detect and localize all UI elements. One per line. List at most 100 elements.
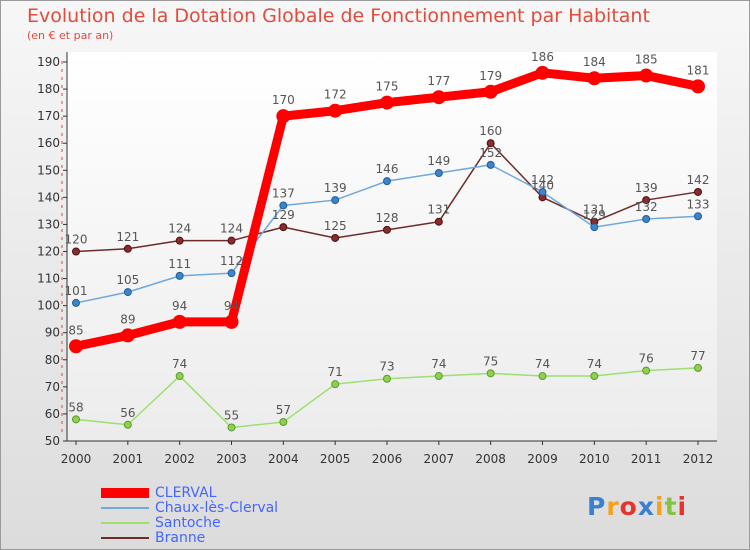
x-tick-label: 2007 — [424, 452, 455, 466]
data-point-chaux-l-s-clerval — [72, 298, 80, 307]
legend-swatch-chaux-les-clerval — [101, 506, 149, 510]
data-label-branne: 128 — [376, 211, 399, 225]
x-tick-label: 2004 — [268, 452, 299, 466]
y-tick-label: 190 — [37, 55, 60, 69]
data-label-branne: 139 — [635, 181, 658, 195]
data-point-santoche — [279, 418, 288, 427]
data-label-branne: 121 — [116, 230, 139, 244]
data-point-santoche — [642, 366, 651, 375]
x-tick-label: 2002 — [164, 452, 195, 466]
legend-swatch-clerval — [101, 488, 149, 498]
x-tick-label: 2008 — [475, 452, 506, 466]
data-label-chaux-l-s-clerval: 146 — [376, 162, 399, 176]
y-tick-label: 180 — [37, 82, 60, 96]
data-point-branne — [434, 217, 443, 226]
data-label-branne: 131 — [583, 203, 606, 217]
data-label-chaux-l-s-clerval: 105 — [116, 273, 139, 287]
data-point-clerval — [69, 339, 83, 354]
legend-item-chaux-les-clerval: Chaux-lès-Clerval — [101, 501, 361, 516]
x-tick-label: 2000 — [61, 452, 92, 466]
y-tick-label: 100 — [37, 299, 60, 313]
data-labels: 85 89 94 94 170 172 175 177 179 186 184 185 181 101 10… — [65, 50, 710, 423]
data-label-chaux-l-s-clerval: 152 — [479, 146, 502, 160]
data-point-clerval — [224, 314, 239, 329]
data-point-branne — [72, 247, 80, 256]
y-tick-label: 50 — [45, 434, 60, 448]
data-point-chaux-l-s-clerval — [434, 168, 443, 177]
data-label-santoche: 74 — [587, 357, 602, 371]
logo-letter: i — [677, 492, 688, 521]
data-label-chaux-l-s-clerval: 111 — [168, 257, 191, 271]
x-tick-label: 2006 — [372, 452, 403, 466]
x-tick-label: 2011 — [631, 452, 662, 466]
y-tick-label: 150 — [37, 163, 60, 177]
data-label-santoche: 74 — [431, 357, 446, 371]
data-label-branne: 140 — [531, 178, 554, 192]
y-tick-label: 120 — [37, 245, 60, 259]
data-point-santoche — [590, 372, 599, 381]
y-tick-label: 130 — [37, 217, 60, 231]
data-point-branne — [123, 244, 132, 253]
data-label-santoche: 77 — [690, 349, 705, 363]
data-point-chaux-l-s-clerval — [642, 215, 651, 224]
data-point-clerval — [380, 95, 394, 110]
data-label-branne: 131 — [427, 203, 450, 217]
data-point-branne — [486, 139, 495, 148]
data-point-santoche — [538, 372, 547, 381]
data-label-clerval: 85 — [68, 323, 83, 337]
logo-letter: t — [664, 492, 678, 521]
data-point-branne — [227, 236, 236, 245]
data-label-chaux-l-s-clerval: 142 — [531, 173, 554, 187]
data-label-chaux-l-s-clerval: 149 — [427, 154, 450, 168]
data-point-chaux-l-s-clerval — [694, 212, 702, 221]
x-tick-label: 2005 — [320, 452, 351, 466]
data-label-branne: 120 — [65, 233, 88, 247]
data-point-clerval — [276, 109, 291, 124]
data-label-branne: 160 — [479, 124, 502, 138]
data-label-chaux-l-s-clerval: 139 — [324, 181, 347, 195]
data-point-chaux-l-s-clerval — [227, 269, 236, 278]
data-point-chaux-l-s-clerval — [538, 187, 547, 196]
x-tick-label: 2010 — [579, 452, 610, 466]
data-label-clerval: 185 — [635, 53, 658, 67]
x-tick-label: 2009 — [527, 452, 558, 466]
data-label-santoche: 55 — [224, 408, 239, 422]
chart-subtitle: (en € et par an) — [27, 29, 114, 42]
data-label-santoche: 75 — [483, 354, 498, 368]
x-tick-label: 2001 — [113, 452, 144, 466]
data-point-chaux-l-s-clerval — [279, 201, 288, 210]
data-label-branne: 124 — [220, 222, 243, 236]
logo-letter: r — [606, 492, 620, 521]
data-point-clerval — [172, 314, 187, 329]
data-label-santoche: 58 — [68, 400, 83, 414]
data-point-clerval — [328, 103, 343, 118]
data-point-chaux-l-s-clerval — [486, 160, 495, 169]
x-tick-label: 2003 — [216, 452, 247, 466]
data-label-branne: 129 — [272, 208, 295, 222]
legend: CLERVAL Chaux-lès-Clerval Santoche Brann… — [101, 486, 361, 546]
data-point-santoche — [72, 415, 80, 424]
data-label-chaux-l-s-clerval: 133 — [687, 197, 710, 211]
y-tick-label: 160 — [37, 136, 60, 150]
data-label-clerval: 94 — [172, 299, 187, 313]
data-point-clerval — [639, 68, 654, 83]
data-point-santoche — [486, 369, 495, 378]
data-point-chaux-l-s-clerval — [175, 271, 184, 280]
data-point-santoche — [175, 372, 184, 381]
data-label-santoche: 74 — [535, 357, 550, 371]
legend-item-branne: Branne — [101, 531, 361, 546]
series-layer — [69, 65, 705, 432]
logo-letter: x — [637, 492, 655, 521]
data-point-chaux-l-s-clerval — [123, 288, 132, 297]
logo-letter: i — [655, 492, 665, 521]
data-point-branne — [279, 223, 288, 232]
legend-swatch-branne — [101, 536, 149, 540]
logo-letter: P — [587, 492, 607, 521]
data-point-branne — [642, 196, 651, 205]
data-label-santoche: 71 — [328, 365, 343, 379]
legend-label-branne: Branne — [155, 530, 206, 546]
legend-label-santoche: Santoche — [155, 515, 221, 531]
data-point-santoche — [227, 423, 236, 432]
x-tick-label: 2012 — [683, 452, 714, 466]
